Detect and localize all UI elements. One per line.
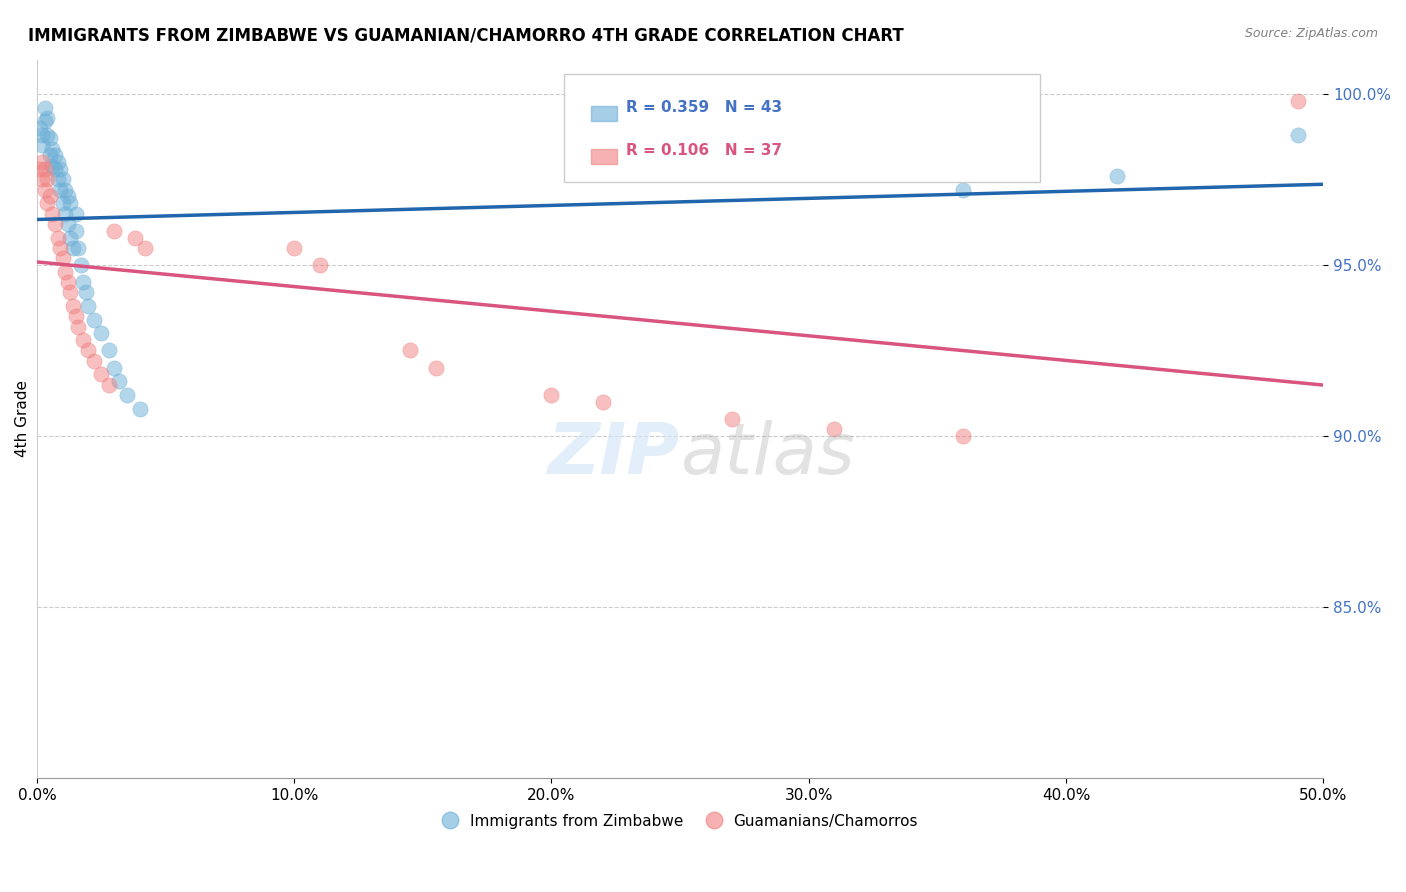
Point bbox=[41, 159, 63, 173]
Point bbox=[31, 155, 53, 169]
FancyBboxPatch shape bbox=[592, 106, 617, 120]
Point bbox=[65, 310, 87, 324]
Point bbox=[31, 172, 53, 186]
Point bbox=[72, 333, 94, 347]
Point bbox=[34, 183, 56, 197]
Y-axis label: 4th Grade: 4th Grade bbox=[15, 380, 30, 458]
Point bbox=[53, 265, 76, 279]
Point bbox=[103, 224, 125, 238]
Point bbox=[824, 422, 846, 436]
Point bbox=[56, 217, 79, 231]
Point bbox=[46, 172, 69, 186]
Point bbox=[28, 162, 51, 177]
Point bbox=[28, 121, 51, 136]
Point bbox=[41, 142, 63, 156]
Point bbox=[56, 275, 79, 289]
Point bbox=[90, 326, 112, 341]
Point bbox=[952, 429, 974, 443]
Point bbox=[37, 111, 59, 125]
Point bbox=[34, 162, 56, 177]
Point bbox=[31, 128, 53, 142]
Point bbox=[65, 206, 87, 220]
Point bbox=[52, 251, 75, 265]
Point bbox=[83, 312, 105, 326]
Point bbox=[59, 230, 82, 244]
Point bbox=[540, 388, 562, 402]
Text: atlas: atlas bbox=[681, 420, 855, 490]
Point bbox=[49, 241, 72, 255]
Point bbox=[38, 148, 60, 162]
Point bbox=[69, 258, 91, 272]
Point bbox=[34, 114, 56, 128]
Point bbox=[65, 224, 87, 238]
Point bbox=[108, 374, 131, 388]
Point bbox=[56, 189, 79, 203]
Point bbox=[59, 285, 82, 300]
Point bbox=[1286, 128, 1309, 142]
Point bbox=[38, 189, 60, 203]
Point bbox=[41, 206, 63, 220]
Point bbox=[49, 162, 72, 177]
Point bbox=[103, 360, 125, 375]
Point bbox=[128, 401, 150, 416]
Text: ZIP: ZIP bbox=[548, 420, 681, 490]
Point bbox=[399, 343, 422, 358]
Point bbox=[53, 183, 76, 197]
Point bbox=[75, 285, 97, 300]
Point bbox=[59, 196, 82, 211]
Point bbox=[425, 360, 447, 375]
Point bbox=[53, 206, 76, 220]
Point bbox=[592, 394, 614, 409]
Text: R = 0.359   N = 43: R = 0.359 N = 43 bbox=[626, 100, 782, 114]
Point bbox=[720, 412, 742, 426]
Point bbox=[115, 388, 138, 402]
Text: Source: ZipAtlas.com: Source: ZipAtlas.com bbox=[1244, 27, 1378, 40]
Point bbox=[83, 353, 105, 368]
Point bbox=[98, 343, 121, 358]
Point bbox=[49, 183, 72, 197]
Point bbox=[1107, 169, 1129, 183]
Point bbox=[72, 275, 94, 289]
Point bbox=[44, 217, 66, 231]
Point bbox=[309, 258, 332, 272]
Point bbox=[34, 101, 56, 115]
Point bbox=[46, 155, 69, 169]
Point bbox=[98, 377, 121, 392]
FancyBboxPatch shape bbox=[564, 74, 1040, 182]
Point bbox=[37, 172, 59, 186]
Text: R = 0.106   N = 37: R = 0.106 N = 37 bbox=[626, 143, 782, 158]
Point bbox=[62, 299, 84, 313]
Legend: Immigrants from Zimbabwe, Guamanians/Chamorros: Immigrants from Zimbabwe, Guamanians/Cha… bbox=[436, 808, 924, 835]
Point bbox=[90, 368, 112, 382]
Point bbox=[38, 131, 60, 145]
Point bbox=[77, 343, 100, 358]
Point bbox=[124, 230, 146, 244]
Point bbox=[77, 299, 100, 313]
Point bbox=[46, 230, 69, 244]
Point bbox=[37, 196, 59, 211]
Point bbox=[134, 241, 156, 255]
Text: IMMIGRANTS FROM ZIMBABWE VS GUAMANIAN/CHAMORRO 4TH GRADE CORRELATION CHART: IMMIGRANTS FROM ZIMBABWE VS GUAMANIAN/CH… bbox=[28, 27, 904, 45]
Point bbox=[62, 241, 84, 255]
Point bbox=[37, 128, 59, 142]
Point bbox=[44, 148, 66, 162]
Point bbox=[52, 196, 75, 211]
Point bbox=[52, 172, 75, 186]
Point bbox=[67, 241, 90, 255]
Point bbox=[67, 319, 90, 334]
Point bbox=[952, 183, 974, 197]
Point bbox=[283, 241, 305, 255]
Point bbox=[31, 138, 53, 153]
Point bbox=[44, 162, 66, 177]
FancyBboxPatch shape bbox=[592, 150, 617, 164]
Point bbox=[1286, 94, 1309, 108]
